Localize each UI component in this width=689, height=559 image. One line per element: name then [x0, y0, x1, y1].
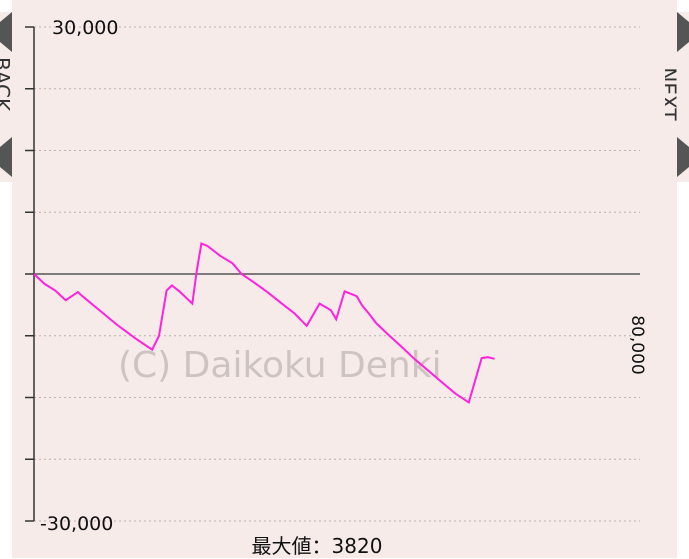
watermark: (C) Daikoku Denki	[118, 345, 442, 386]
back-arrow-lower-icon	[0, 137, 12, 177]
series-line	[33, 242, 495, 404]
next-button[interactable]: NEXT	[665, 12, 689, 182]
y-axis-ticks	[25, 26, 34, 522]
back-button[interactable]: BACK	[0, 12, 24, 182]
next-arrow-lower-icon	[677, 137, 689, 177]
y-tick-label-bottom: -30,000	[40, 513, 113, 535]
grid-lines	[34, 26, 640, 522]
chart-panel	[12, 0, 677, 558]
x-end-label: 80,000	[627, 315, 647, 374]
y-tick-label-top: 30,000	[52, 17, 118, 39]
next-arrow-icon	[677, 12, 689, 52]
max-value-label: 最大値：3820	[251, 534, 383, 558]
back-arrow-icon	[0, 12, 12, 52]
